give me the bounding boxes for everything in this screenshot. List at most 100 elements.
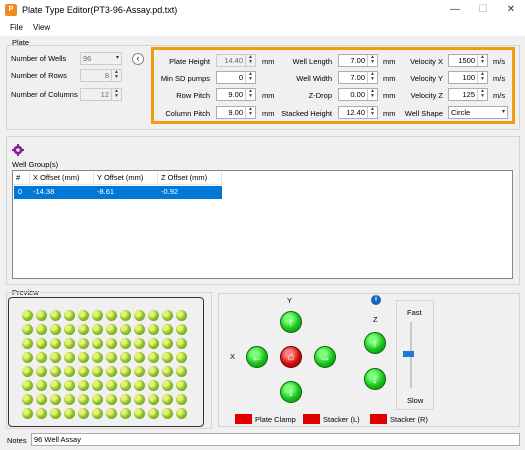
well-circle [120,324,131,335]
well-circle [50,394,61,405]
well-circle [106,366,117,377]
z-drop-input[interactable]: 0.00 ▲ ▼ [338,88,378,101]
well-circle [78,408,89,419]
well-circle [176,380,187,391]
spinner-icon[interactable]: ▲ ▼ [245,107,255,118]
col-header-y-offset[interactable]: Y Offset (mm) [94,171,158,185]
velocity-z-input[interactable]: 125 ▲ ▼ [448,88,488,101]
menu-file[interactable]: File [10,23,23,32]
well-circle [50,352,61,363]
well-circle [22,310,33,321]
number-of-columns-label: Number of Columns [11,90,78,99]
well-circle [36,366,47,377]
info-icon[interactable]: i [371,295,381,305]
min-sd-pumps-input[interactable]: 0 ▲ ▼ [216,71,256,84]
chevron-down-icon: ▾ [115,55,119,61]
stacked-height-input[interactable]: 12.40 ▲ ▼ [338,106,378,119]
move-z-up-button[interactable]: ↑ [364,332,386,354]
well-length-input[interactable]: 7.00 ▲ ▼ [338,54,378,67]
chevron-down-icon: ▾ [501,109,505,115]
velocity-x-input[interactable]: 1500 ▲ ▼ [448,54,488,67]
spinner-icon[interactable]: ▲ ▼ [367,89,377,100]
spinner-icon[interactable]: ▲ ▼ [245,89,255,100]
number-of-rows-input[interactable]: 8 ▲ ▼ [80,69,122,82]
well-circle [78,366,89,377]
col-header-z-offset[interactable]: Z Offset (mm) [158,171,222,185]
number-of-wells-select[interactable]: 96 ▾ [80,52,122,65]
spinner-icon[interactable]: ▲ ▼ [477,89,487,100]
velocity-y-label: Velocity Y [410,74,443,83]
spinner-icon[interactable]: ▲ ▼ [477,72,487,83]
column-pitch-input[interactable]: 9.00 ▲ ▼ [216,106,256,119]
well-width-input[interactable]: 7.00 ▲ ▼ [338,71,378,84]
well-circle [148,352,159,363]
close-button[interactable]: ✕ [506,4,516,15]
move-z-down-button[interactable]: ↓ [364,368,386,390]
well-shape-value: Circle [451,108,471,117]
well-circle [148,338,159,349]
notes-input[interactable]: 96 Well Assay [31,433,520,446]
velocity-x-value: 1500 [458,56,475,65]
spinner-icon[interactable]: ▲ ▼ [367,107,377,118]
maximize-button[interactable]: ☐ [478,4,488,15]
number-of-rows-value: 8 [104,71,109,80]
velocity-y-input[interactable]: 100 ▲ ▼ [448,71,488,84]
plate-height-value: 14.40 [224,56,243,65]
home-button[interactable]: ⌂ [280,346,302,368]
well-circle [92,338,103,349]
well-circle [22,338,33,349]
plate-height-input[interactable]: 14.40 ▲ ▼ [216,54,256,67]
number-of-rows-label: Number of Rows [11,71,67,80]
table-row[interactable] [14,186,222,199]
well-width-label: Well Width [296,74,332,83]
well-circle [92,380,103,391]
collapse-chevron-left-icon[interactable]: ‹ [132,53,144,65]
well-circle [176,408,187,419]
minimize-button[interactable]: — [450,4,460,15]
plate-height-unit: mm [262,57,275,66]
well-shape-select[interactable]: Circle ▾ [448,106,508,119]
well-circle [120,380,131,391]
well-circle [50,324,61,335]
gear-icon[interactable] [12,144,24,156]
spinner-icon[interactable]: ▲ ▼ [367,55,377,66]
well-length-value: 7.00 [350,56,365,65]
well-circle [162,352,173,363]
spinner-icon[interactable]: ▲ ▼ [367,72,377,83]
column-pitch-unit: mm [262,109,275,118]
menu-view[interactable]: View [33,23,51,32]
row-pitch-input[interactable]: 9.00 ▲ ▼ [216,88,256,101]
well-circle [176,394,187,405]
well-circle [120,338,131,349]
spinner-icon[interactable]: ▲ ▼ [477,55,487,66]
spinner-icon[interactable]: ▲ ▼ [111,89,121,100]
well-circle [92,394,103,405]
number-of-columns-input[interactable]: 12 ▲ ▼ [80,88,122,101]
velocity-y-value: 100 [462,73,475,82]
well-length-unit: mm [383,57,396,66]
plate-clamp-label: Plate Clamp [255,415,296,424]
col-header-x-offset[interactable]: X Offset (mm) [30,171,94,185]
well-circle [36,394,47,405]
move-left-button[interactable]: ← [246,346,268,368]
speed-slider-thumb[interactable] [403,351,414,357]
well-circle [134,310,145,321]
move-right-button[interactable]: → [314,346,336,368]
spinner-icon[interactable]: ▲ ▼ [245,55,255,66]
well-circle [36,310,47,321]
col-header-index[interactable]: # [13,171,30,185]
well-circle [134,408,145,419]
preview-group-frame [6,292,212,429]
column-pitch-label: Column Pitch [165,109,210,118]
spinner-icon[interactable]: ▲ ▼ [111,70,121,81]
x-axis-label: X [230,352,236,361]
well-circle [134,338,145,349]
number-of-wells-label: Number of Wells [11,54,67,63]
well-circle [148,380,159,391]
move-up-button[interactable]: ↑ [280,311,302,333]
well-circle [92,324,103,335]
move-down-button[interactable]: ↓ [280,381,302,403]
well-circle [92,310,103,321]
well-group-label: Well Group(s) [12,160,59,169]
spinner-icon[interactable]: ▲ ▼ [245,72,255,83]
